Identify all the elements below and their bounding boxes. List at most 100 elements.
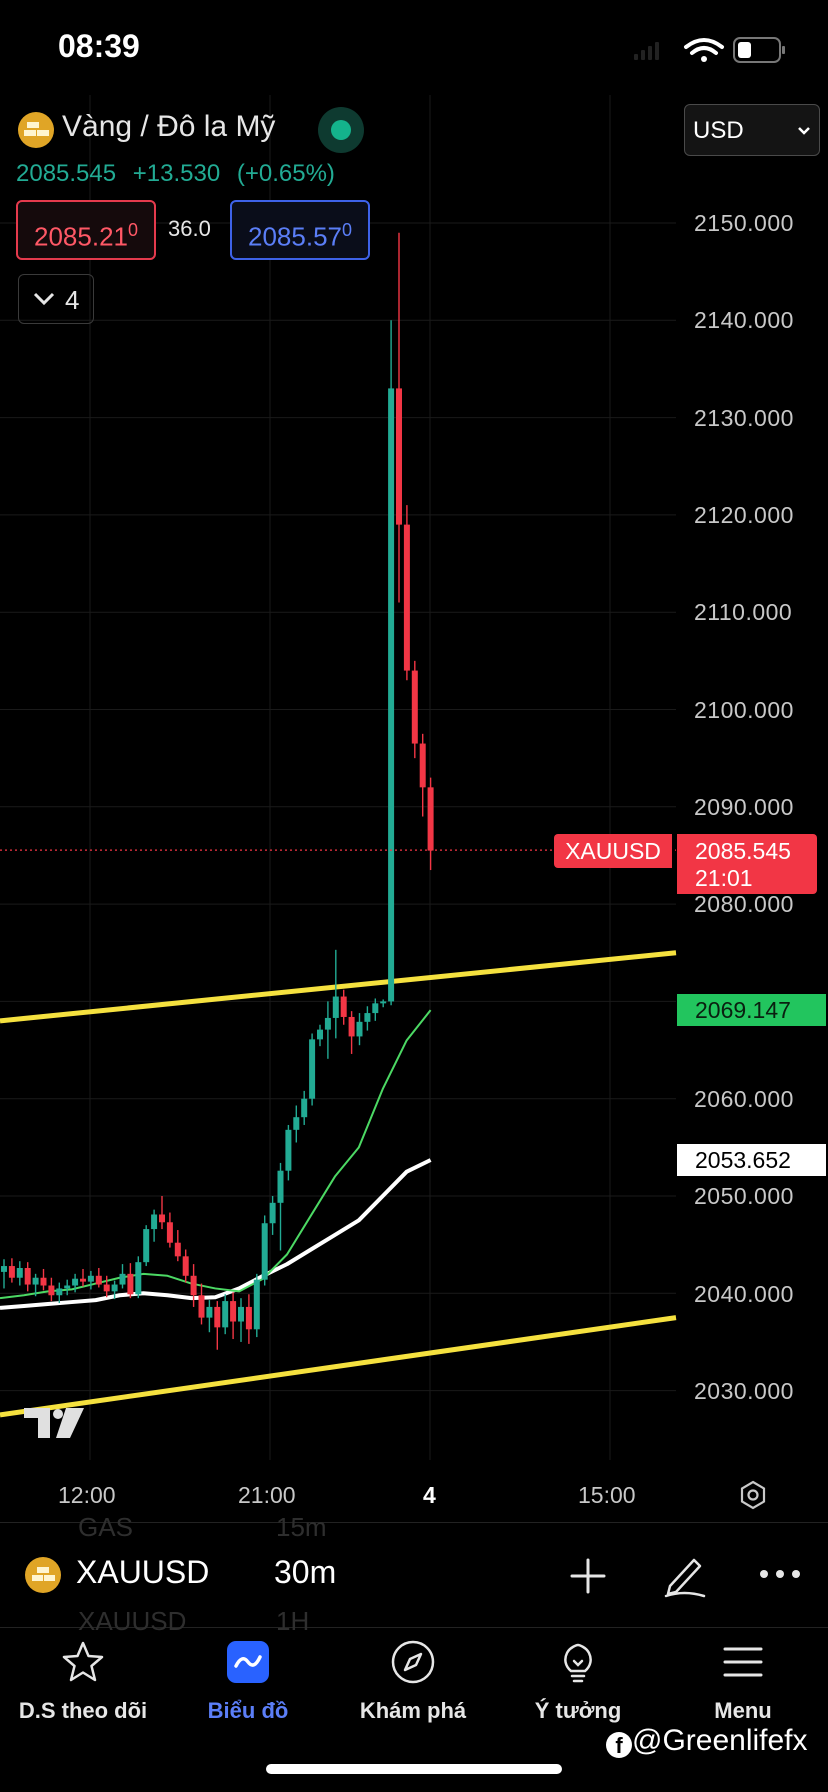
plus-icon[interactable]	[568, 1556, 608, 1596]
sell-button[interactable]: 2085.210	[16, 200, 156, 260]
candle-body	[293, 1117, 300, 1130]
watermark-text: @Greenlifefx	[632, 1724, 808, 1757]
candle-body	[48, 1285, 55, 1296]
candle-body	[230, 1301, 237, 1322]
candle-body	[340, 996, 347, 1017]
candle-body	[8, 1266, 15, 1278]
candle-body	[119, 1273, 126, 1285]
symbol-search-button[interactable]: XAUUSD	[76, 1554, 210, 1590]
candle-body	[166, 1222, 173, 1243]
candle-body	[277, 1170, 284, 1203]
candle-body	[32, 1277, 39, 1285]
candle-body	[159, 1214, 165, 1223]
battery-icon	[733, 37, 785, 63]
star-icon	[62, 1641, 104, 1682]
last-price: 2085.545	[16, 160, 117, 187]
home-indicator	[266, 1764, 562, 1774]
tab-label: Biểu đồ	[207, 1698, 289, 1723]
candle-body	[309, 1039, 316, 1099]
ma-fast-tag: 2069.147	[677, 994, 826, 1026]
candle-body	[72, 1278, 79, 1286]
chevron-down-icon	[33, 292, 55, 306]
indicators-toggle[interactable]: 4	[18, 274, 94, 324]
price-change-pct: (+0.65%)	[236, 160, 335, 187]
candle-body	[190, 1275, 197, 1296]
tab-ideas[interactable]: Ý tưởng	[495, 1634, 661, 1724]
candle-body	[253, 1279, 260, 1330]
ghost-interval: 1H	[276, 1606, 310, 1636]
y-tick: 2050.000	[694, 1183, 794, 1209]
candle-body	[16, 1268, 23, 1278]
candle-body	[182, 1256, 189, 1276]
drawing-tools-icon[interactable]	[660, 1552, 708, 1600]
candle-body	[396, 388, 402, 525]
trendline	[0, 1315, 677, 1418]
currency-select[interactable]: USD	[684, 104, 820, 156]
candle-body	[151, 1214, 158, 1230]
more-icon[interactable]	[758, 1566, 802, 1582]
x-tick: 15:00	[578, 1482, 636, 1508]
price-line: 2085.545 +13.530 (+0.65%)	[16, 160, 345, 188]
tab-label: Menu	[714, 1698, 772, 1723]
y-tick: 2040.000	[694, 1281, 794, 1307]
candle-body	[214, 1306, 221, 1328]
candle-body	[174, 1242, 181, 1257]
gold-logo-icon	[18, 112, 54, 148]
x-tick: 4	[423, 1482, 436, 1508]
ghost-symbol: GAS	[78, 1512, 133, 1542]
market-open-dot	[331, 120, 351, 140]
wifi-icon	[684, 38, 724, 62]
candle-body	[245, 1306, 252, 1330]
candle-body	[364, 1013, 371, 1022]
y-tick: 2110.000	[694, 599, 793, 625]
candle-body	[332, 996, 339, 1018]
tab-watchlist[interactable]: D.S theo dõi	[0, 1634, 166, 1724]
x-tick: 12:00	[58, 1482, 116, 1508]
chart-icon	[227, 1641, 269, 1683]
price-change: +13.530	[132, 160, 221, 187]
candle-body	[222, 1301, 229, 1328]
hamburger-icon	[723, 1647, 763, 1677]
ask-price: 2085.57	[248, 221, 342, 252]
last-price-tag: 2085.545 21:01	[677, 834, 817, 894]
candle-body	[427, 787, 434, 851]
tab-label: Ý tưởng	[534, 1698, 622, 1723]
lightbulb-icon	[564, 1643, 592, 1683]
candle-body	[301, 1098, 308, 1118]
candle-body	[87, 1275, 94, 1282]
chart-settings-icon[interactable]	[737, 1479, 769, 1511]
candle-body	[238, 1306, 244, 1322]
buy-button[interactable]: 2085.570	[230, 200, 370, 260]
candle-body	[40, 1277, 47, 1286]
price-chart[interactable]	[0, 95, 828, 1520]
candle-body	[324, 1017, 331, 1030]
bar-countdown: 21:01	[695, 865, 753, 891]
tab-chart[interactable]: Biểu đồ	[165, 1634, 331, 1724]
candle-body	[317, 1029, 323, 1040]
spread-value: 36.0	[168, 216, 211, 241]
candle-body	[143, 1229, 150, 1263]
candle-body	[103, 1284, 110, 1292]
candle-body	[80, 1278, 86, 1282]
facebook-icon: f	[606, 1732, 632, 1758]
ghost-interval: 15m	[276, 1512, 327, 1542]
indicators-count: 4	[65, 285, 80, 315]
y-tick: 2080.000	[694, 891, 794, 917]
ma-fast-line	[0, 1009, 432, 1300]
y-tick: 2130.000	[694, 405, 794, 431]
symbol-title[interactable]: Vàng / Đô la Mỹ	[62, 110, 276, 143]
ask-price-pip: 0	[341, 220, 352, 240]
symbol-toolbar	[0, 1522, 828, 1628]
y-tick: 2150.000	[694, 210, 794, 236]
bid-price-pip: 0	[127, 220, 138, 240]
bid-price: 2085.21	[34, 221, 128, 252]
candle-body	[135, 1262, 142, 1295]
tab-explore[interactable]: Khám phá	[330, 1634, 496, 1724]
signal-icon	[634, 42, 659, 60]
trendline	[0, 950, 677, 1024]
tab-menu[interactable]: Menu	[660, 1634, 826, 1724]
y-tick: 2100.000	[694, 697, 794, 723]
interval-button[interactable]: 30m	[274, 1554, 337, 1590]
x-tick: 21:00	[238, 1482, 296, 1508]
candle-body	[380, 1001, 387, 1004]
